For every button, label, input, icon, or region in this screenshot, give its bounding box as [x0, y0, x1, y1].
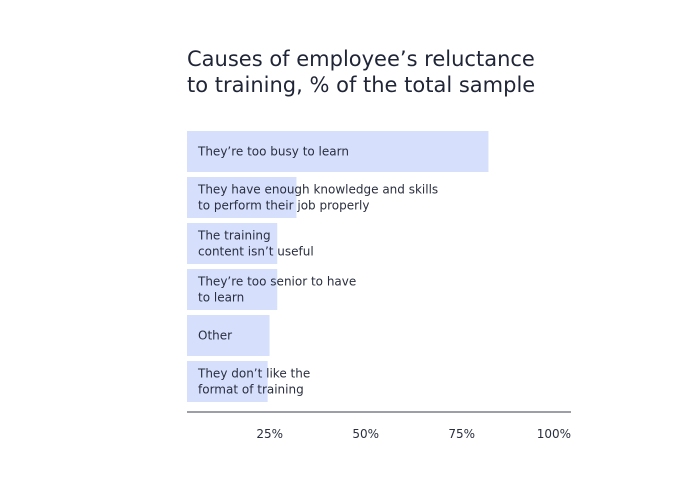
bar-3 [187, 223, 278, 264]
bar-label-2-line-2: to perform their job properly [198, 199, 369, 213]
x-tick-label-25-pct: 25% [256, 427, 283, 441]
chart-title-line-1: Causes of employee’s reluctance [187, 47, 535, 71]
bar-label-6-line-2: format of training [198, 383, 304, 397]
x-tick-label-50-pct: 50% [352, 427, 379, 441]
bar-1 [187, 131, 489, 172]
bar-label-3-line-2: content isn’t useful [198, 245, 314, 259]
bar-label-2-line-1: They have enough knowledge and skills [197, 183, 438, 197]
bar-label-4-line-1: They’re too senior to have [197, 275, 356, 289]
bar-label-5-line-1: Other [198, 329, 232, 343]
x-tick-label-75-pct: 75% [448, 427, 475, 441]
bar-4 [187, 269, 278, 310]
bar-label-6-line-1: They don’t like the [197, 367, 310, 381]
bar-2 [187, 177, 297, 218]
x-tick-label-100-pct: 100% [537, 427, 571, 441]
bar-5 [187, 315, 270, 356]
bar-label-4-line-2: to learn [198, 291, 244, 305]
bar-6 [187, 361, 268, 402]
bar-label-3-line-1: The training [197, 229, 271, 243]
chart-title-line-2: to training, % of the total sample [187, 73, 536, 97]
chart-title: Causes of employee’s reluctance to train… [187, 46, 607, 98]
bar-label-1-line-1: They’re too busy to learn [197, 145, 349, 159]
